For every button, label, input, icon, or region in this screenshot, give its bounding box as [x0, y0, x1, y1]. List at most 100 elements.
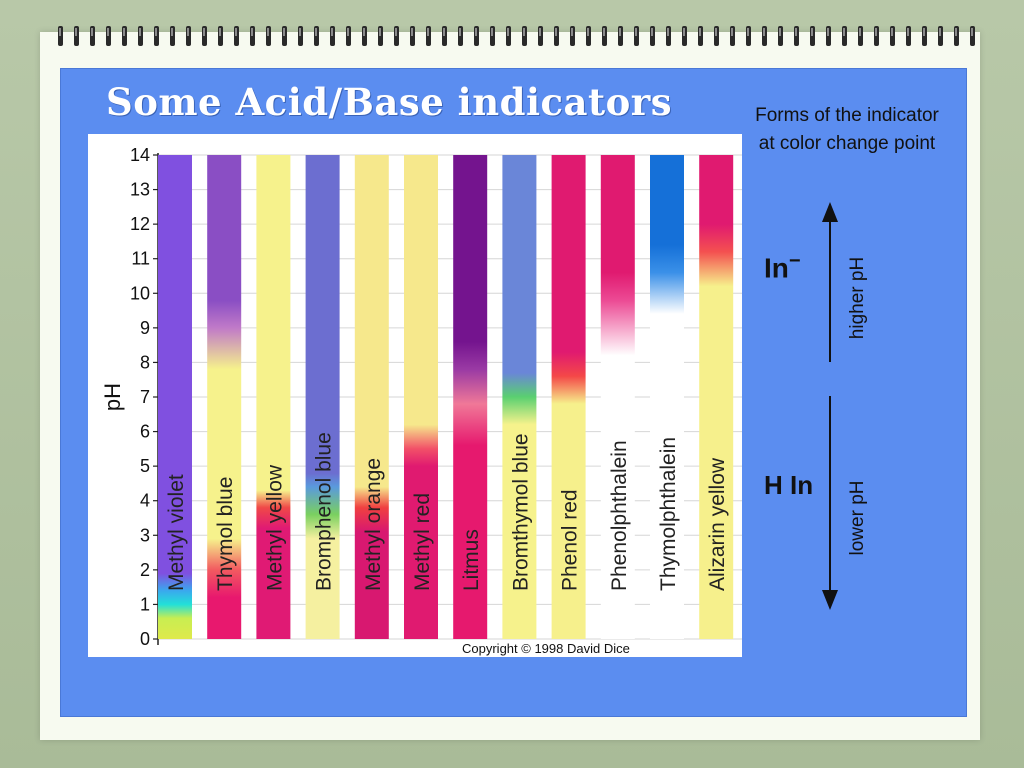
indicator-label: Methyl violet	[165, 474, 188, 591]
binding-ring	[954, 26, 959, 46]
arrow-up-head	[822, 202, 838, 222]
binding-ring	[394, 26, 399, 46]
y-tick-label: 1	[140, 594, 150, 614]
binding-ring	[522, 26, 527, 46]
binding-ring	[538, 26, 543, 46]
y-tick-label: 13	[130, 180, 150, 200]
binding-ring	[858, 26, 863, 46]
binding-ring	[442, 26, 447, 46]
y-tick-label: 8	[140, 352, 150, 372]
indicator-label: Methyl red	[411, 493, 434, 591]
binding-ring	[938, 26, 943, 46]
binding-ring	[682, 26, 687, 46]
y-tick-label: 14	[130, 145, 150, 165]
indicator-label: Litmus	[460, 529, 483, 591]
binding-ring	[554, 26, 559, 46]
indicator-bar	[600, 155, 635, 639]
binding-ring	[890, 26, 895, 46]
spiral-binding	[58, 26, 975, 46]
y-tick-label: 9	[140, 318, 150, 338]
binding-ring	[90, 26, 95, 46]
h-in-label: H In	[764, 470, 814, 500]
higher-ph-label: higher pH	[847, 256, 868, 340]
indicator-bar	[207, 155, 242, 639]
binding-ring	[778, 26, 783, 46]
binding-ring	[346, 26, 351, 46]
indicator-label: Bromphenol blue	[313, 432, 336, 591]
binding-ring	[666, 26, 671, 46]
ph-direction-arrow	[822, 202, 838, 610]
binding-ring	[218, 26, 223, 46]
binding-ring	[106, 26, 111, 46]
binding-ring	[378, 26, 383, 46]
indicator-label: Methyl yellow	[263, 464, 286, 591]
binding-ring	[506, 26, 511, 46]
binding-ring	[586, 26, 591, 46]
binding-ring	[282, 26, 287, 46]
indicator-bar	[256, 155, 291, 639]
binding-ring	[970, 26, 975, 46]
in-minus-charge: −	[788, 250, 801, 272]
binding-ring	[730, 26, 735, 46]
binding-ring	[922, 26, 927, 46]
y-tick-label: 0	[140, 629, 150, 649]
binding-ring	[330, 26, 335, 46]
lower-ph-label: lower pH	[847, 480, 868, 556]
indicator-label: Alizarin yellow	[706, 457, 729, 591]
indicator-bar	[404, 155, 438, 639]
binding-ring	[314, 26, 319, 46]
indicator-bar	[502, 155, 537, 639]
binding-ring	[762, 26, 767, 46]
binding-ring	[698, 26, 703, 46]
in-minus-base: In	[764, 252, 789, 284]
binding-ring	[810, 26, 815, 46]
binding-ring	[570, 26, 575, 46]
binding-ring	[266, 26, 271, 46]
binding-ring	[826, 26, 831, 46]
binding-ring	[906, 26, 911, 46]
indicator-bar	[158, 155, 192, 639]
chart-area: 0 1 2 3 4 5 6 7 8 9 10 11 12 13 14 pH Methyl violet Thymo…	[88, 134, 742, 657]
y-tick-label: 12	[130, 214, 150, 234]
y-tick-label: 3	[140, 525, 150, 545]
binding-ring	[58, 26, 63, 46]
indicator-label: Thymol blue	[214, 477, 237, 591]
binding-ring	[458, 26, 463, 46]
binding-ring	[650, 26, 655, 46]
y-tick-label: 11	[131, 249, 150, 269]
indicator-label: Thymolphthalein	[657, 437, 680, 591]
binding-ring	[602, 26, 607, 46]
forms-note: Forms of the indicator at color change p…	[755, 105, 939, 154]
binding-ring	[202, 26, 207, 46]
y-tick-label: 4	[140, 491, 150, 511]
binding-ring	[250, 26, 255, 46]
indicator-label: Bromthymol blue	[509, 433, 532, 591]
y-tick-label: 5	[140, 456, 150, 476]
binding-ring	[362, 26, 367, 46]
in-minus-label: In−	[764, 250, 801, 284]
binding-ring	[186, 26, 191, 46]
y-tick-label: 10	[130, 283, 150, 303]
binding-ring	[170, 26, 175, 46]
binding-ring	[618, 26, 623, 46]
binding-ring	[234, 26, 239, 46]
indicator-bar	[354, 155, 389, 639]
y-tick-label: 2	[140, 560, 150, 580]
binding-ring	[714, 26, 719, 46]
binding-ring	[138, 26, 143, 46]
indicator-label: Phenol red	[559, 489, 582, 591]
copyright-notice: Copyright © 1998 David Dice	[462, 641, 630, 656]
binding-ring	[122, 26, 127, 46]
y-axis-label: pH	[100, 383, 125, 411]
y-tick-label: 7	[140, 387, 150, 407]
indicator-label: Methyl orange	[362, 458, 385, 591]
binding-ring	[298, 26, 303, 46]
indicator-bar	[699, 155, 734, 639]
binding-ring	[474, 26, 479, 46]
binding-ring	[426, 26, 431, 46]
binding-ring	[794, 26, 799, 46]
arrow-down-head	[822, 590, 838, 610]
indicator-bar	[551, 155, 586, 639]
indicator-label: Phenolphthalein	[608, 440, 631, 591]
